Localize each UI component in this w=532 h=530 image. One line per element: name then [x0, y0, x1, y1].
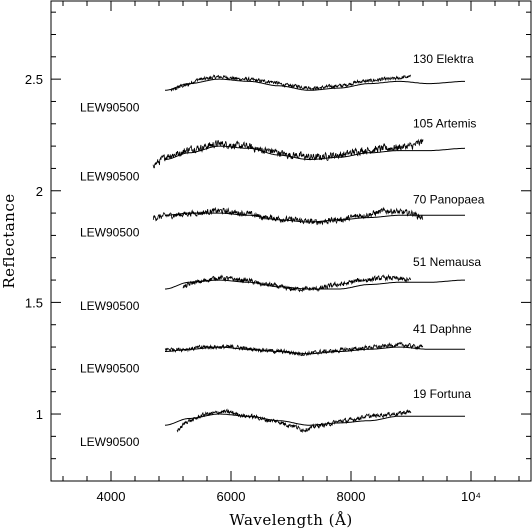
axis-ticks — [51, 1, 531, 481]
y-tick-label: 2.5 — [25, 72, 43, 87]
meteorite-label: LEW90500 — [80, 100, 140, 114]
asteroid-spectrum-line — [170, 74, 411, 92]
y-tick-label: 1 — [36, 407, 43, 422]
plot-frame — [50, 0, 532, 482]
meteorite-label: LEW90500 — [80, 225, 140, 239]
asteroid-label: 51 Nemausa — [413, 255, 481, 269]
asteroid-label: 105 Artemis — [413, 117, 476, 131]
meteorite-label: LEW90500 — [80, 170, 140, 184]
x-tick-label: 4000 — [97, 489, 126, 504]
asteroid-spectrum-line — [164, 341, 424, 357]
x-tick-label: 10⁴ — [461, 489, 481, 504]
asteroid-spectrum-line — [182, 273, 412, 293]
meteorite-label: LEW90500 — [80, 362, 140, 376]
spectra-series — [152, 74, 466, 434]
asteroid-spectrum-line — [176, 408, 412, 434]
meteorite-spectrum-line — [165, 78, 465, 91]
meteorite-spectrum-line — [165, 145, 466, 160]
y-axis-title: Reflectance — [0, 193, 18, 288]
meteorite-label: LEW90500 — [80, 435, 140, 449]
meteorite-spectrum-line — [164, 413, 465, 426]
asteroid-spectrum-line — [152, 206, 424, 226]
asteroid-label: 130 Elektra — [413, 52, 474, 66]
x-tick-label: 8000 — [337, 489, 366, 504]
asteroid-label: 70 Panopaea — [413, 193, 485, 207]
spectra-annotations: 130 Elektra LEW90500 105 Artemis LEW90500 70… — [80, 52, 485, 449]
meteorite-label: LEW90500 — [80, 299, 140, 313]
y-tick-label: 2 — [36, 184, 43, 199]
axis-tick-labels: 4000 6000 8000 10⁴ 1 1.5 2 2.5 — [25, 72, 481, 504]
x-axis-title: Wavelength (Å) — [229, 511, 352, 529]
asteroid-label: 19 Fortuna — [413, 387, 471, 401]
asteroid-spectrum-line — [152, 138, 424, 169]
asteroid-label: 41 Daphne — [413, 322, 472, 336]
y-tick-label: 1.5 — [25, 295, 43, 310]
x-tick-label: 6000 — [217, 489, 246, 504]
